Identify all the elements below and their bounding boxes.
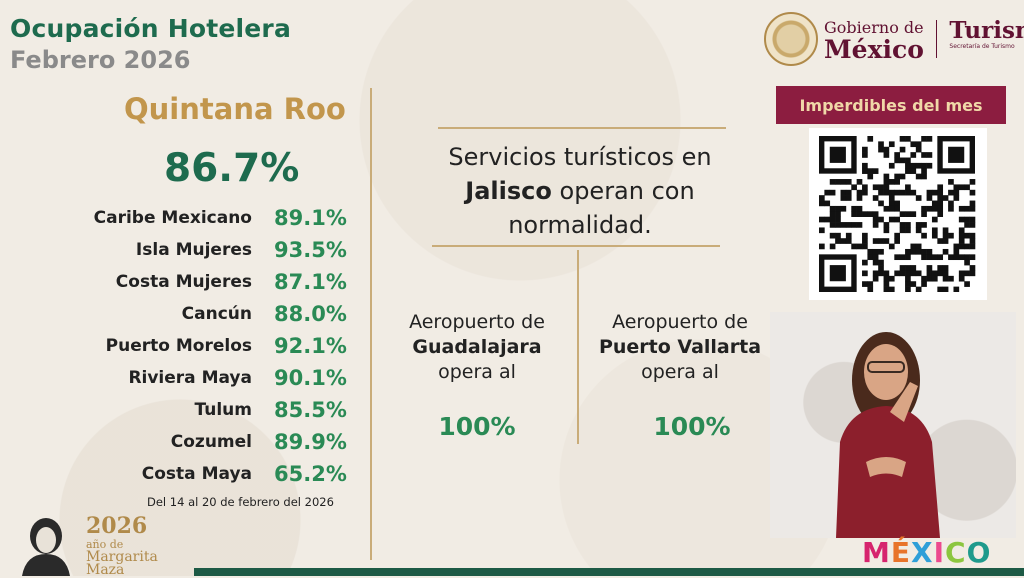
destination-name: Tulum xyxy=(194,400,252,420)
destination-occupancy: 87.1% xyxy=(274,270,347,294)
page-subtitle: Febrero 2026 xyxy=(10,46,191,74)
airport-puerto-vallarta-value: 100% xyxy=(653,412,731,441)
destination-occupancy: 92.1% xyxy=(274,334,347,358)
brand-letter: É xyxy=(890,536,912,569)
airport-guadalajara-value: 100% xyxy=(438,412,516,441)
destination-name: Riviera Maya xyxy=(128,368,252,388)
airport-suffix: opera al xyxy=(438,361,516,383)
destination-name: Cancún xyxy=(181,304,252,324)
commemoration-line-4: Maza xyxy=(86,562,125,578)
logo-separator xyxy=(935,20,938,58)
destination-name: Costa Mujeres xyxy=(115,272,252,292)
notice-line-2: Jalisco operan con xyxy=(440,174,720,208)
destination-occupancy: 65.2% xyxy=(274,462,347,486)
divider-top xyxy=(438,127,726,129)
logo-turismo-text: Turism xyxy=(949,17,1024,44)
destination-occupancy: 89.9% xyxy=(274,430,347,454)
list-item: Costa Maya 65.2% xyxy=(60,458,360,490)
coat-of-arms-icon xyxy=(764,12,818,66)
list-item: Puerto Morelos 92.1% xyxy=(60,330,360,362)
list-item: Tulum 85.5% xyxy=(60,394,360,426)
destination-occupancy: 85.5% xyxy=(274,398,347,422)
logo-turismo-subtext: Secretaría de Turismo xyxy=(949,43,1015,50)
airport-suffix: opera al xyxy=(641,361,719,383)
divider-vertical-airports xyxy=(577,250,579,444)
state-name: Quintana Roo xyxy=(124,92,346,126)
notice-line-1: Servicios turísticos en xyxy=(448,143,712,171)
destination-occupancy: 89.1% xyxy=(274,206,347,230)
destination-name: Cozumel xyxy=(170,432,252,452)
destination-name: Puerto Morelos xyxy=(105,336,252,356)
commemoration-line-3: Margarita xyxy=(86,549,158,565)
destination-name: Isla Mujeres xyxy=(135,240,252,260)
qr-code[interactable] xyxy=(809,128,987,300)
divider-vertical-main xyxy=(370,88,372,560)
destination-list: Caribe Mexicano 89.1% Isla Mujeres 93.5% C… xyxy=(60,202,360,490)
state-occupancy: 86.7% xyxy=(164,146,300,191)
airport-puerto-vallarta: Aeropuerto de Puerto Vallarta opera al xyxy=(585,310,775,385)
commemoration-line-2: año de xyxy=(86,538,124,551)
date-range: Del 14 al 20 de febrero del 2026 xyxy=(147,495,334,509)
list-item: Riviera Maya 90.1% xyxy=(60,362,360,394)
divider-middle xyxy=(432,245,720,247)
list-item: Costa Mujeres 87.1% xyxy=(60,266,360,298)
list-item: Caribe Mexicano 89.1% xyxy=(60,202,360,234)
interpreter-figure-icon xyxy=(836,332,940,538)
destination-occupancy: 93.5% xyxy=(274,238,347,262)
brand-letter: M xyxy=(862,536,891,569)
qr-code-icon xyxy=(819,136,976,292)
notice-state: Jalisco xyxy=(465,177,552,205)
airport-prefix: Aeropuerto de xyxy=(612,311,748,333)
gobierno-mexico-logo: Gobierno de México Turism Secretaría de … xyxy=(764,12,1024,66)
brand-letter: X xyxy=(911,536,934,569)
destination-occupancy: 90.1% xyxy=(274,366,347,390)
bottom-bar xyxy=(194,568,1024,576)
imperdibles-banner: Imperdibles del mes xyxy=(776,86,1006,124)
list-item: Cancún 88.0% xyxy=(60,298,360,330)
notice-line-2-rest: operan con xyxy=(551,177,695,205)
airport-name: Guadalajara xyxy=(412,336,542,358)
destination-occupancy: 88.0% xyxy=(274,302,347,326)
jalisco-notice: Servicios turísticos en Jalisco operan c… xyxy=(440,140,720,242)
brand-letter: I xyxy=(933,536,946,569)
commemoration-year: 2026 xyxy=(86,513,148,539)
airport-guadalajara: Aeropuerto de Guadalajara opera al xyxy=(382,310,572,385)
sign-language-interpreter xyxy=(770,312,1016,538)
notice-line-3: normalidad. xyxy=(508,211,652,239)
brand-letter: C xyxy=(945,536,967,569)
airport-prefix: Aeropuerto de xyxy=(409,311,545,333)
list-item: Isla Mujeres 93.5% xyxy=(60,234,360,266)
list-item: Cozumel 89.9% xyxy=(60,426,360,458)
portrait-icon xyxy=(14,514,78,576)
brand-letter: O xyxy=(966,536,992,569)
logo-gobierno-text: Gobierno de xyxy=(824,18,924,37)
mexico-brand-logo: MÉXICO xyxy=(862,536,991,569)
margarita-maza-commemoration: 2026 año de Margarita Maza xyxy=(14,514,158,577)
destination-name: Costa Maya xyxy=(141,464,252,484)
airport-name: Puerto Vallarta xyxy=(598,336,762,358)
destination-name: Caribe Mexicano xyxy=(93,208,252,228)
page-title: Ocupación Hotelera xyxy=(10,14,292,43)
logo-mexico-text: México xyxy=(824,35,924,64)
